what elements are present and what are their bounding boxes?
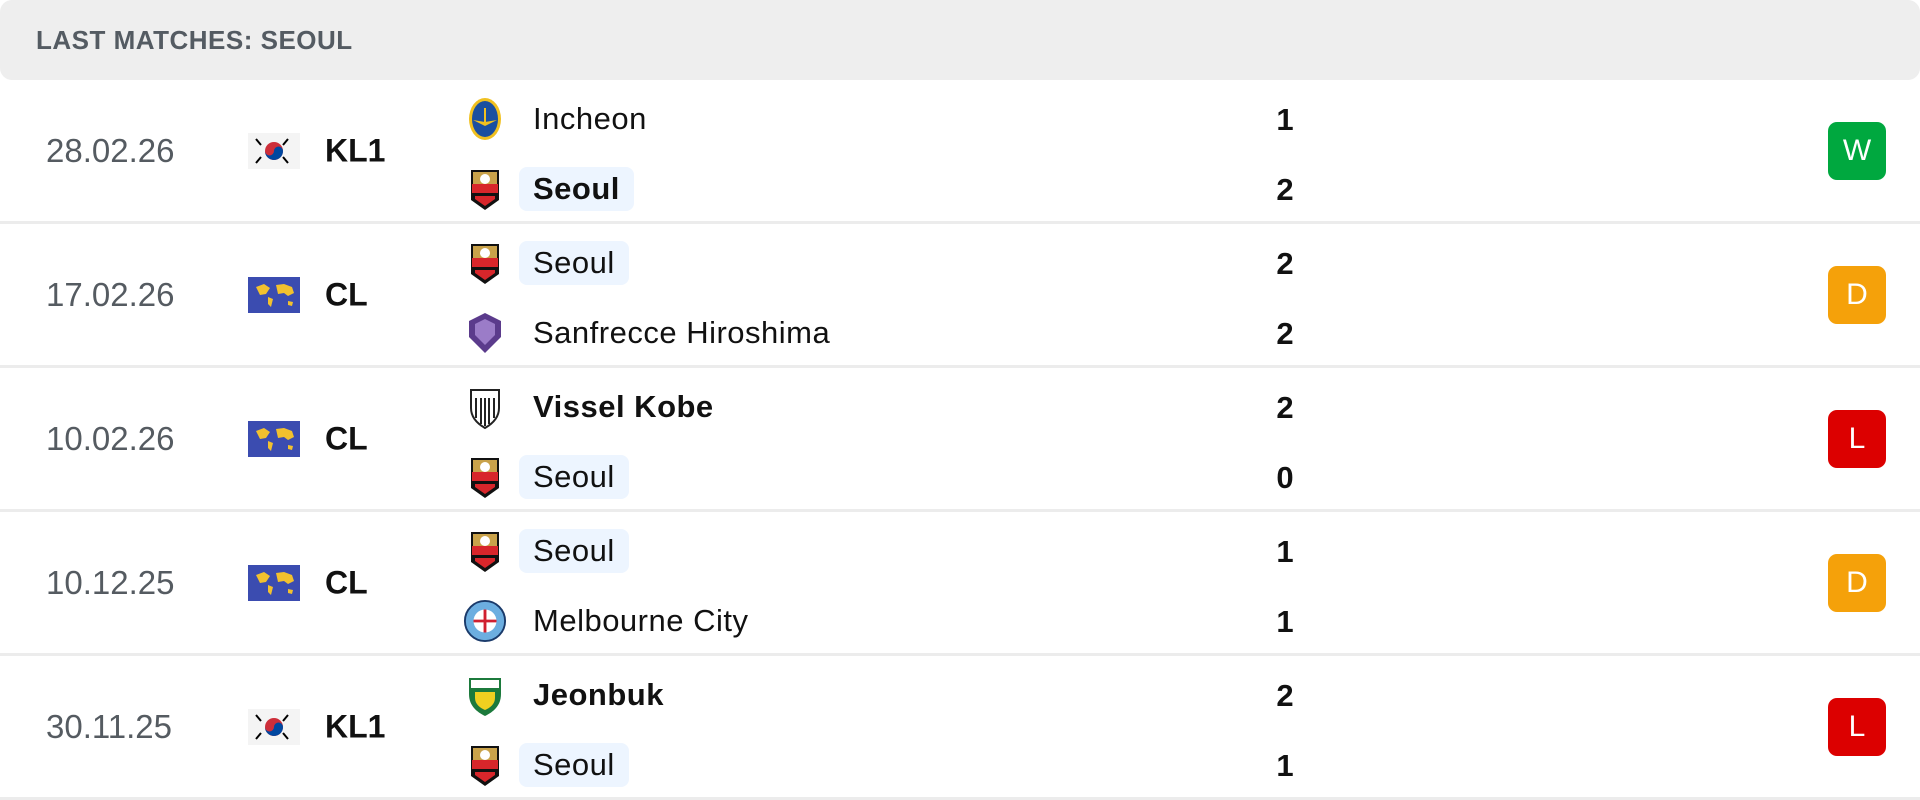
- home-team[interactable]: Seoul: [463, 238, 629, 288]
- result-badge: D: [1828, 265, 1886, 324]
- away-score: 1: [1276, 748, 1294, 783]
- seoul-crest-icon: [463, 528, 507, 574]
- away-team[interactable]: Seoul: [463, 740, 629, 790]
- home-team[interactable]: Seoul: [463, 526, 629, 576]
- home-team-name[interactable]: Seoul: [519, 241, 629, 285]
- league-name[interactable]: CL: [325, 276, 368, 312]
- world-flag-icon: [248, 276, 300, 313]
- seoul-crest-icon: [463, 742, 507, 788]
- match-date: 17.02.26: [46, 275, 175, 313]
- match-date: 28.02.26: [46, 131, 175, 169]
- home-team-name[interactable]: Incheon: [533, 101, 647, 136]
- jeonbuk-crest-icon: [463, 672, 507, 718]
- away-team-name[interactable]: Seoul: [519, 167, 634, 211]
- match-date: 10.12.25: [46, 563, 175, 601]
- away-team[interactable]: Seoul: [463, 452, 629, 502]
- vissel-kobe-crest-icon: [463, 384, 507, 430]
- league-name[interactable]: KL1: [325, 132, 386, 168]
- match-list: 28.02.26 KL1 Incheon Seoul 1 2 W 17.02.2…: [0, 80, 1920, 800]
- match-row[interactable]: 10.02.26 CL Vissel Kobe Seoul 2 0 L: [0, 368, 1920, 512]
- home-score: 1: [1276, 534, 1294, 569]
- away-score: 1: [1276, 604, 1294, 639]
- hiroshima-crest-icon: [463, 310, 507, 356]
- melbourne-city-crest-icon: [463, 598, 507, 644]
- result-badge: L: [1828, 409, 1886, 468]
- away-score: 0: [1276, 460, 1294, 495]
- south-korea-flag-icon: [248, 708, 300, 745]
- away-team-name[interactable]: Melbourne City: [533, 603, 749, 638]
- home-team[interactable]: Incheon: [463, 94, 661, 144]
- seoul-crest-icon: [463, 240, 507, 286]
- away-team[interactable]: Sanfrecce Hiroshima: [463, 308, 844, 358]
- home-team[interactable]: Jeonbuk: [463, 670, 678, 720]
- home-score: 2: [1276, 390, 1294, 425]
- world-flag-icon: [248, 420, 300, 457]
- home-team-name[interactable]: Vissel Kobe: [533, 389, 714, 424]
- home-score: 2: [1276, 678, 1294, 713]
- home-team[interactable]: Vissel Kobe: [463, 382, 728, 432]
- match-row[interactable]: 28.02.26 KL1 Incheon Seoul 1 2 W: [0, 80, 1920, 224]
- league-name[interactable]: CL: [325, 420, 368, 456]
- match-date: 10.02.26: [46, 419, 175, 457]
- match-row[interactable]: 17.02.26 CL Seoul Sanfrecce Hiroshima 2 …: [0, 224, 1920, 368]
- match-row[interactable]: 10.12.25 CL Seoul Melbourne City 1 1 D: [0, 512, 1920, 656]
- home-score: 2: [1276, 246, 1294, 281]
- south-korea-flag-icon: [248, 132, 300, 169]
- match-row[interactable]: 30.11.25 KL1 Jeonbuk Seoul 2 1 L: [0, 656, 1920, 800]
- seoul-crest-icon: [463, 166, 507, 212]
- seoul-crest-icon: [463, 454, 507, 500]
- result-badge: W: [1828, 121, 1886, 180]
- section-title: LAST MATCHES: SEOUL: [36, 24, 353, 55]
- away-team-name[interactable]: Sanfrecce Hiroshima: [533, 315, 831, 350]
- home-score: 1: [1276, 102, 1294, 137]
- result-badge: D: [1828, 553, 1886, 612]
- section-header: LAST MATCHES: SEOUL: [0, 0, 1920, 80]
- away-team[interactable]: Seoul: [463, 164, 634, 214]
- incheon-crest-icon: [463, 96, 507, 142]
- away-team-name[interactable]: Seoul: [519, 455, 629, 499]
- league-name[interactable]: CL: [325, 564, 368, 600]
- away-score: 2: [1276, 316, 1294, 351]
- world-flag-icon: [248, 564, 300, 601]
- away-score: 2: [1276, 172, 1294, 207]
- league-name[interactable]: KL1: [325, 708, 386, 744]
- result-badge: L: [1828, 697, 1886, 756]
- home-team-name[interactable]: Jeonbuk: [533, 677, 664, 712]
- match-date: 30.11.25: [46, 707, 173, 745]
- away-team[interactable]: Melbourne City: [463, 596, 762, 646]
- home-team-name[interactable]: Seoul: [519, 529, 629, 573]
- away-team-name[interactable]: Seoul: [519, 743, 629, 787]
